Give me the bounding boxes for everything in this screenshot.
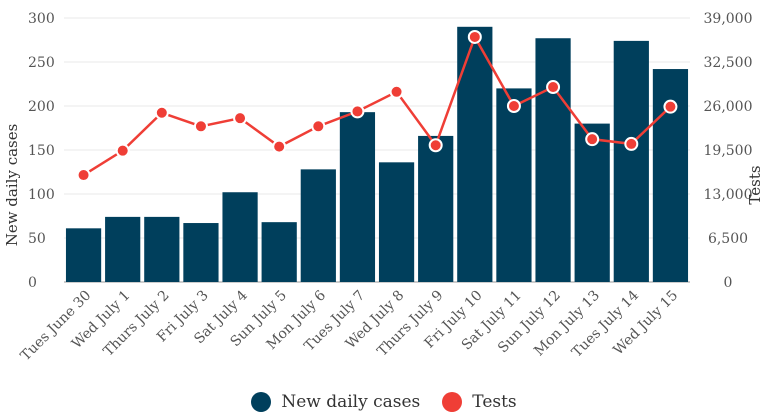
bar (496, 88, 532, 283)
left-axis-ticks: 0 50 100 150 200 250 300 (28, 11, 55, 291)
bar (574, 123, 610, 282)
tests-point (76, 168, 91, 183)
bar (222, 192, 258, 282)
y-tick-label: 0 (28, 275, 37, 291)
legend-item-tests: Tests (442, 392, 517, 412)
tests-point (506, 99, 521, 113)
tests-series (76, 29, 678, 183)
tests-point (624, 136, 639, 151)
tests-point (663, 99, 678, 114)
tests-point (233, 111, 248, 126)
tests-point (350, 104, 365, 119)
tests-point (154, 105, 169, 120)
bar (261, 222, 297, 282)
bar (457, 26, 493, 282)
legend-item-cases: New daily cases (251, 392, 420, 412)
y2-tick-label: 19,500 (704, 143, 753, 159)
tests-point (193, 119, 208, 134)
bar (339, 112, 376, 282)
bar (535, 38, 571, 282)
tests-point (389, 84, 404, 99)
bar (418, 135, 454, 282)
tests-point (115, 143, 130, 158)
tests-point (428, 138, 443, 153)
y2-tick-label: 26,000 (704, 99, 753, 115)
tests-point (467, 29, 482, 44)
y2-tick-label: 13,000 (704, 187, 753, 203)
legend: New daily cases Tests (0, 392, 768, 412)
bar (378, 162, 415, 282)
tests-point (585, 132, 600, 147)
bar (105, 216, 141, 282)
tests-point (272, 139, 287, 154)
y-tick-label: 150 (28, 143, 55, 159)
tests-point (546, 80, 561, 95)
legend-label-cases: New daily cases (281, 392, 421, 412)
y-tick-label: 50 (28, 231, 46, 247)
bar (183, 223, 219, 282)
tests-point (311, 119, 326, 134)
y-tick-label: 200 (28, 99, 55, 115)
y-tick-label: 100 (28, 187, 55, 203)
bars-series (65, 26, 689, 283)
tests-line (82, 33, 672, 177)
legend-swatch-cases (251, 392, 272, 412)
combo-chart: 0 50 100 150 200 250 300 0 6,500 13,000 19,500 26,… (3, 11, 764, 364)
y-tick-label: 250 (28, 55, 55, 71)
y-axis-title: New daily cases (3, 124, 21, 247)
right-axis-ticks: 0 6,500 13,000 19,500 26,000 32,500 39,000 (704, 11, 753, 291)
y2-tick-label: 39,000 (704, 11, 753, 27)
bar (300, 169, 336, 282)
y2-tick-label: 6,500 (708, 231, 748, 247)
bar (613, 40, 649, 282)
bar (65, 228, 102, 282)
bar (144, 216, 180, 282)
y2-tick-label: 0 (724, 275, 733, 291)
y2-axis-title: Tests (746, 165, 764, 204)
legend-label-tests: Tests (472, 392, 517, 412)
y-tick-label: 300 (28, 11, 55, 27)
legend-swatch-tests (442, 392, 463, 412)
y2-tick-label: 32,500 (704, 55, 753, 71)
